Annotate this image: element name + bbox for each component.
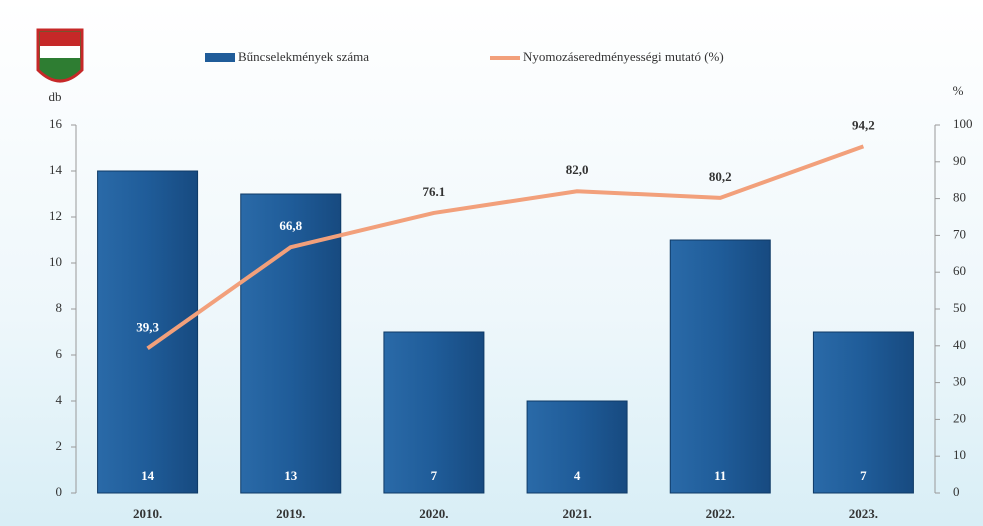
legend-swatch <box>205 53 235 62</box>
bar-value-label: 14 <box>141 468 155 483</box>
x-tick-label: 2010. <box>133 506 162 521</box>
bar-value-label: 11 <box>714 468 726 483</box>
y-tick-label: 2 <box>56 438 63 453</box>
line-value-label: 82,0 <box>566 162 589 177</box>
x-tick-label: 2022. <box>706 506 735 521</box>
y-tick-label: 10 <box>49 254 62 269</box>
x-tick-label: 2021. <box>562 506 591 521</box>
y-tick-label: 8 <box>56 300 63 315</box>
line-value-label: 76.1 <box>423 184 446 199</box>
bar-value-label: 7 <box>860 468 867 483</box>
bar <box>383 331 485 494</box>
line-value-label: 39,3 <box>136 319 159 334</box>
y2-tick-label: 20 <box>953 410 966 425</box>
y2-tick-label: 40 <box>953 337 966 352</box>
logo <box>36 28 84 83</box>
legend-label: Nyomozáseredményességi mutató (%) <box>523 49 724 64</box>
line-value-label: 94,2 <box>852 117 875 132</box>
x-tick-label: 2023. <box>849 506 878 521</box>
y-tick-label: 4 <box>56 392 63 407</box>
y-tick-label: 0 <box>56 484 63 499</box>
y2-tick-label: 80 <box>953 190 966 205</box>
y2-tick-label: 70 <box>953 226 966 241</box>
x-tick-label: 2020. <box>419 506 448 521</box>
y2-tick-label: 60 <box>953 263 966 278</box>
bar <box>526 400 628 494</box>
y-tick-label: 12 <box>49 208 62 223</box>
y2-tick-label: 10 <box>953 447 966 462</box>
bar <box>240 193 342 494</box>
bar <box>669 239 771 494</box>
line <box>146 144 865 351</box>
y2-tick-label: 90 <box>953 153 966 168</box>
y2-tick-label: 30 <box>953 374 966 389</box>
y-tick-label: 16 <box>49 116 63 131</box>
x-tick-label: 2019. <box>276 506 305 521</box>
y-tick-label: 6 <box>56 346 63 361</box>
legend-label: Bűncselekmények száma <box>238 49 369 64</box>
y2-tick-label: 100 <box>953 116 973 131</box>
y-axis-title: db <box>49 89 62 104</box>
line-value-label: 80,2 <box>709 169 732 184</box>
bar <box>97 170 199 494</box>
y2-tick-label: 50 <box>953 300 966 315</box>
bar-value-label: 13 <box>284 468 298 483</box>
bar-value-label: 4 <box>574 468 581 483</box>
y-tick-label: 14 <box>49 162 63 177</box>
bar <box>812 331 914 494</box>
line-value-label: 66,8 <box>279 218 302 233</box>
bar-value-label: 7 <box>431 468 438 483</box>
y2-axis-title: % <box>953 83 964 98</box>
y2-tick-label: 0 <box>953 484 960 499</box>
